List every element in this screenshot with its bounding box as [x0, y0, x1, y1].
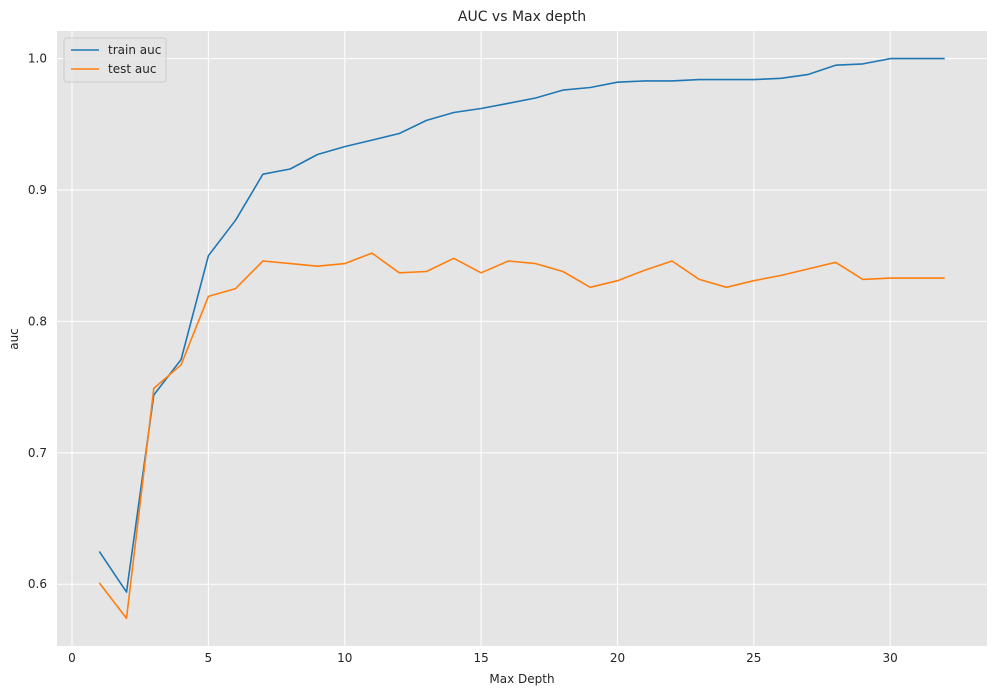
x-axis-label: Max Depth	[489, 672, 554, 686]
x-tick-label: 5	[205, 651, 213, 665]
series-layer	[98, 57, 945, 620]
grid-lines	[57, 31, 987, 646]
y-axis-label: auc	[7, 328, 21, 350]
x-tick-label: 15	[473, 651, 488, 665]
y-tick-label: 0.6	[28, 577, 47, 591]
legend: train auc test auc	[63, 37, 167, 83]
y-tick-label: 0.7	[28, 446, 47, 460]
y-tick-label: 0.8	[28, 314, 47, 328]
x-tick-label: 20	[610, 651, 625, 665]
tick-labels: 0 5 10 15 20 25 30 0.6 0.7 0.8 0.9 1.0	[28, 52, 898, 665]
plot-area	[57, 31, 987, 646]
x-tick-label: 30	[883, 651, 898, 665]
y-tick-label: 1.0	[28, 52, 47, 66]
x-tick-label: 10	[337, 651, 352, 665]
x-tick-label: 0	[68, 651, 76, 665]
series-line-test-auc	[98, 252, 945, 620]
legend-label-test-auc: test auc	[108, 62, 156, 76]
legend-label-train-auc: train auc	[108, 43, 161, 57]
x-tick-label: 25	[746, 651, 761, 665]
series-line-train-auc	[98, 57, 945, 593]
legend-box	[63, 37, 167, 83]
chart-title: AUC vs Max depth	[458, 9, 586, 25]
y-tick-label: 0.9	[28, 183, 47, 197]
